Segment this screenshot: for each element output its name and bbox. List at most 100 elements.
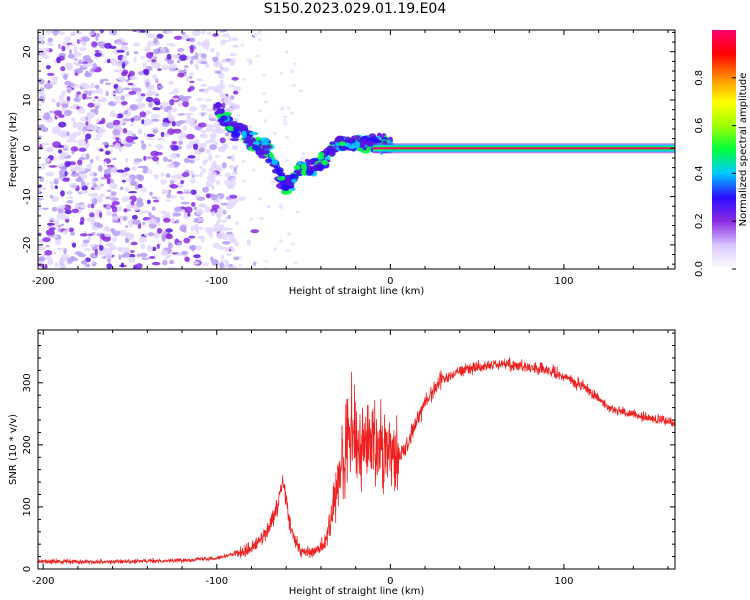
noise-blob	[204, 98, 213, 102]
noise-blob	[45, 229, 55, 236]
noise-blob	[43, 83, 53, 90]
noise-blob	[153, 48, 160, 55]
noise-blob	[183, 237, 191, 244]
noise-blob	[99, 211, 103, 219]
noise-blob	[69, 166, 75, 173]
noise-blob	[161, 122, 170, 127]
noise-blob	[61, 90, 66, 97]
noise-blob	[199, 165, 203, 170]
noise-blob	[195, 245, 202, 251]
signal-blob	[348, 145, 356, 149]
noise-blob	[46, 72, 55, 76]
noise-blob	[186, 133, 195, 140]
noise-blob	[58, 149, 63, 154]
noise-blob	[252, 261, 257, 267]
noise-blob	[196, 59, 201, 65]
noise-blob	[216, 180, 221, 186]
noise-blob	[169, 99, 175, 106]
noise-blob	[222, 143, 229, 149]
noise-blob	[80, 260, 88, 265]
noise-blob	[205, 193, 211, 199]
noise-blob	[96, 223, 104, 229]
noise-blob	[226, 253, 232, 257]
noise-blob	[180, 179, 185, 185]
noise-blob	[142, 62, 147, 68]
noise-blob	[52, 126, 61, 134]
noise-blob	[56, 101, 61, 108]
noise-blob	[212, 56, 219, 62]
noise-blob	[96, 117, 100, 124]
noise-blob	[93, 184, 98, 188]
noise-blob	[42, 54, 50, 60]
noise-blob	[191, 174, 195, 178]
noise-blob	[77, 159, 83, 166]
noise-blob	[90, 203, 95, 209]
noise-blob	[95, 88, 104, 95]
noise-blob	[218, 62, 223, 69]
noise-blob	[68, 227, 75, 233]
noise-blob	[173, 35, 183, 40]
noise-blob	[207, 31, 212, 36]
noise-blob	[163, 217, 171, 223]
noise-blob	[148, 256, 156, 259]
noise-blob	[41, 162, 50, 166]
noise-blob	[295, 210, 300, 214]
noise-blob	[62, 41, 68, 45]
noise-blob	[86, 263, 91, 268]
signal-blob	[293, 169, 302, 174]
noise-blob	[81, 153, 86, 156]
noise-blob	[110, 57, 116, 64]
noise-blob	[153, 199, 160, 203]
noise-blob	[114, 215, 119, 221]
noise-blob	[177, 72, 185, 78]
noise-blob	[137, 128, 143, 135]
y-tick-label: -10	[22, 188, 33, 204]
noise-blob	[103, 204, 107, 208]
noise-blob	[99, 44, 106, 49]
noise-blob	[225, 101, 229, 106]
noise-blob	[165, 43, 174, 46]
noise-blob	[141, 210, 150, 214]
noise-blob	[156, 33, 164, 39]
noise-blob	[77, 176, 82, 181]
noise-blob	[142, 221, 146, 225]
noise-blob	[167, 128, 175, 135]
noise-blob	[54, 185, 59, 189]
noise-blob	[168, 91, 177, 95]
noise-blob	[287, 232, 292, 236]
noise-blob	[193, 261, 200, 265]
noise-blob	[166, 105, 172, 112]
noise-blob	[94, 52, 102, 57]
noise-blob	[101, 256, 107, 259]
noise-blob	[165, 30, 173, 34]
noise-blob	[90, 83, 95, 89]
noise-blob	[201, 168, 206, 173]
noise-blob	[57, 208, 64, 215]
noise-blob	[120, 95, 125, 101]
noise-blob	[72, 62, 79, 65]
noise-blob	[200, 53, 207, 59]
noise-blob	[70, 231, 76, 236]
signal-blob	[223, 112, 232, 116]
noise-blob	[222, 210, 227, 215]
noise-blob	[112, 100, 121, 104]
noise-blob	[140, 55, 145, 60]
noise-blob	[182, 188, 191, 192]
noise-blob	[192, 30, 201, 37]
noise-blob	[219, 227, 223, 234]
noise-blob	[99, 79, 104, 85]
noise-blob	[38, 47, 46, 51]
noise-blob	[53, 33, 58, 36]
noise-blob	[103, 227, 108, 232]
noise-blob	[39, 96, 44, 101]
noise-blob	[172, 128, 182, 134]
noise-blob	[38, 184, 43, 187]
noise-blob	[99, 148, 104, 152]
noise-blob	[62, 230, 68, 235]
noise-blob	[132, 84, 136, 89]
noise-blob	[162, 189, 166, 195]
noise-blob	[161, 236, 166, 242]
noise-blob	[68, 182, 78, 189]
noise-blob	[166, 53, 172, 60]
